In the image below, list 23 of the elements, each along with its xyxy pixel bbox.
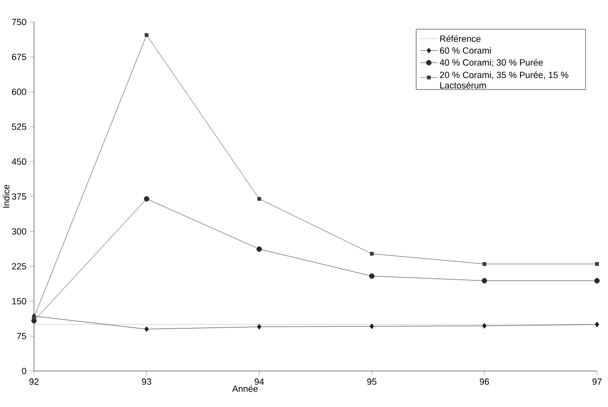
y-tick-label: 750 [12,18,26,26]
y-tick-label: 150 [12,298,26,304]
y-axis-title: Indice [2,184,10,208]
y-tick-label: 300 [12,228,26,235]
x-tick-label: 96 [480,378,489,385]
y-tick-label: 675 [12,54,26,60]
y-tick-label: 600 [12,88,26,95]
x-tick-label: 93 [142,378,152,385]
x-tick-label: 94 [254,378,264,385]
legend-label: 40 % Corami; 30 % Purée [440,58,543,67]
y-tick-label: 225 [12,263,26,270]
x-tick-label: 97 [592,378,602,385]
legend-label: 20 % Corami, 35 % Purée, 15 % Lactosérum [440,71,568,89]
y-tick-label: 525 [12,124,26,130]
y-tick-label: 0 [22,368,26,374]
x-tick-label: 95 [367,378,376,385]
legend-label: Référence [440,35,481,42]
x-axis-title: Année [232,385,258,392]
legend-label: 60 % Corami [440,47,491,54]
y-tick-label: 450 [12,158,26,165]
y-tick-label: 75 [17,332,26,340]
y-tick-label: 375 [12,193,26,200]
x-tick-label: 92 [29,378,39,385]
